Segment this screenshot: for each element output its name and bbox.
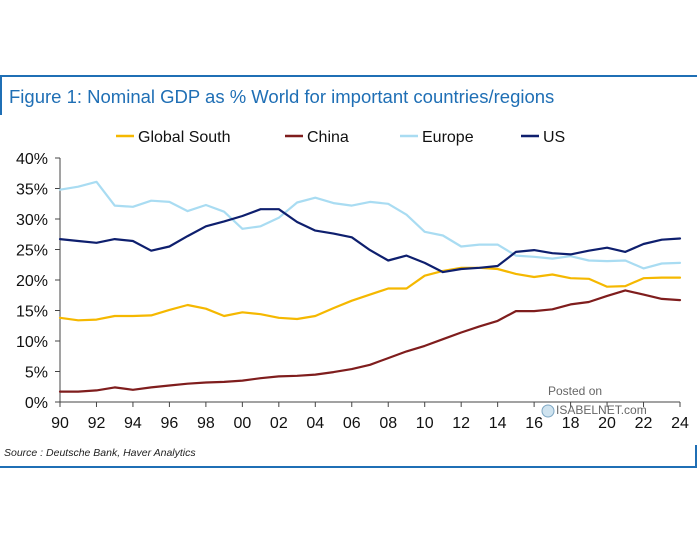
x-tick-label: 90 — [51, 415, 69, 432]
y-tick-label: 30% — [16, 212, 48, 229]
legend-label-china: China — [307, 129, 349, 146]
x-tick-label: 06 — [343, 415, 361, 432]
legend-label-europe: Europe — [422, 129, 474, 146]
axes: 0% 5% 10% 15% 20% 25% 30% 35% 40% 90 92 94 96 98 00 02 0… — [16, 151, 689, 432]
watermark-globe-icon — [541, 404, 555, 418]
x-tick-label: 96 — [161, 415, 179, 432]
x-tick-label: 92 — [88, 415, 106, 432]
y-tick-label: 0% — [25, 395, 48, 412]
y-tick-label: 15% — [16, 304, 48, 321]
watermark: Posted on ISABELNET.com — [541, 384, 647, 418]
y-tick-label: 35% — [16, 182, 48, 199]
series-line-china — [58, 289, 682, 393]
y-tick-label: 40% — [16, 151, 48, 168]
x-tick-label: 98 — [197, 415, 215, 432]
x-tick-label: 22 — [635, 415, 653, 432]
x-tick-label: 04 — [306, 415, 324, 432]
x-tick-label: 10 — [416, 415, 434, 432]
frame-right-bar — [695, 445, 697, 467]
y-tick-label: 25% — [16, 243, 48, 260]
legend-label-global-south: Global South — [138, 129, 231, 146]
legend-label-us: US — [543, 129, 565, 146]
x-tick-label: 94 — [124, 415, 142, 432]
frame-top-bar — [0, 75, 697, 77]
legend: Global South China Europe US — [116, 129, 565, 146]
y-tick-label: 10% — [16, 334, 48, 351]
watermark-line1: Posted on — [548, 384, 602, 398]
figure-title: Figure 1: Nominal GDP as % World for imp… — [9, 86, 555, 107]
series-group — [58, 180, 682, 393]
series-line-europe — [58, 180, 682, 270]
y-tick-label: 5% — [25, 365, 48, 382]
x-tick-label: 20 — [598, 415, 616, 432]
x-tick-label: 16 — [525, 415, 543, 432]
watermark-line2: ISABELNET.com — [556, 403, 647, 417]
source-note: Source : Deutsche Bank, Haver Analytics — [4, 447, 196, 459]
series-line-us — [58, 208, 682, 274]
frame-left-bar — [0, 75, 2, 115]
x-tick-label: 02 — [270, 415, 288, 432]
frame-bottom-bar — [0, 466, 697, 468]
x-tick-label: 18 — [562, 415, 580, 432]
y-tick-label: 20% — [16, 273, 48, 290]
x-tick-label: 24 — [671, 415, 689, 432]
x-tick-label: 00 — [233, 415, 251, 432]
chart: Global South China Europe US 0% 5% 10% 15% 20% 2… — [16, 129, 689, 432]
x-tick-label: 14 — [489, 415, 507, 432]
series-line-global-south — [58, 266, 682, 322]
x-tick-label: 08 — [379, 415, 397, 432]
x-tick-label: 12 — [452, 415, 470, 432]
